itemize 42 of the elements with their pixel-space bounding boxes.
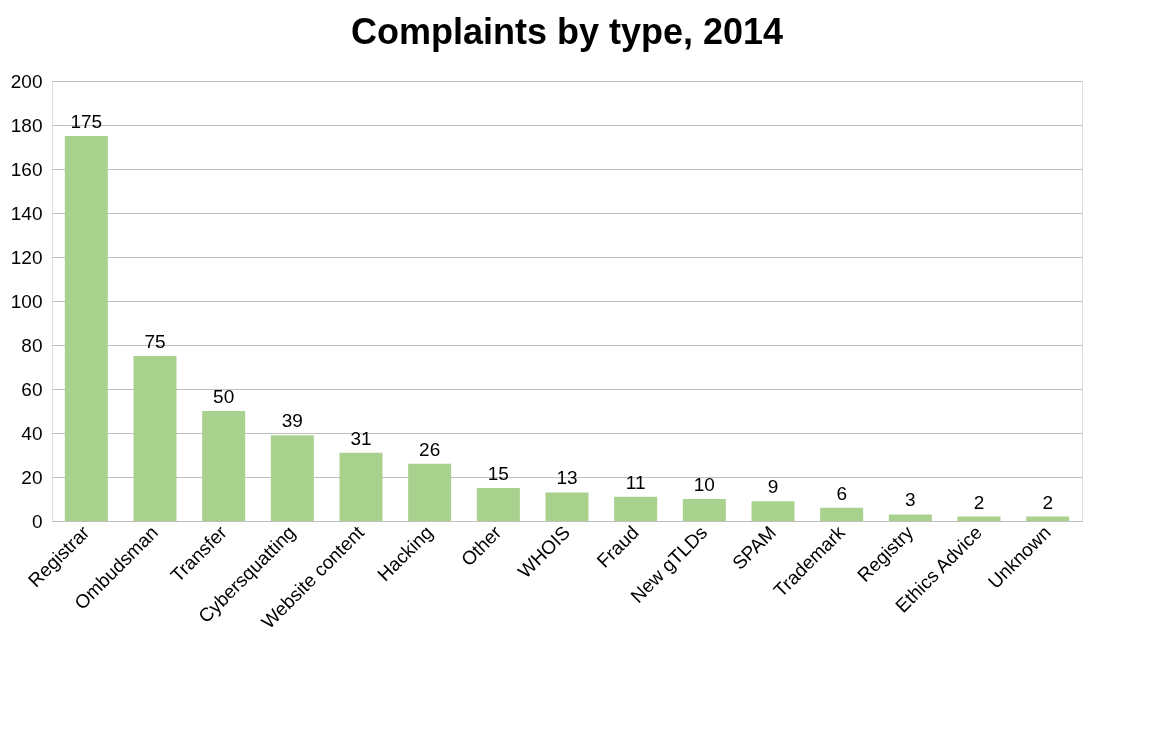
chart-title: Complaints by type, 2014 — [350, 11, 784, 52]
y-tick-label: 100 — [10, 290, 43, 312]
bar — [270, 435, 314, 521]
bar — [408, 463, 452, 521]
bar — [820, 507, 864, 521]
y-tick-label: 180 — [10, 114, 43, 136]
bar — [1026, 516, 1070, 521]
data-label: 31 — [350, 427, 372, 449]
data-label: 50 — [213, 386, 235, 407]
y-tick-label: 40 — [21, 422, 43, 444]
bar — [751, 501, 795, 521]
bar — [545, 492, 589, 521]
y-tick-label: 120 — [10, 246, 43, 268]
data-label: 11 — [625, 471, 646, 493]
bar — [476, 488, 520, 521]
y-tick-label: 200 — [10, 70, 43, 92]
y-tick-label: 20 — [21, 466, 43, 488]
y-tick-label: 140 — [10, 202, 43, 224]
data-label: 13 — [556, 467, 578, 489]
bar — [888, 514, 932, 521]
bar — [64, 136, 108, 521]
bar — [957, 516, 1001, 521]
y-tick-label: 160 — [10, 158, 43, 180]
bar — [133, 356, 177, 521]
bar — [682, 499, 726, 521]
y-tick-label: 0 — [31, 510, 43, 532]
data-label: 6 — [836, 482, 847, 504]
data-label: 15 — [487, 463, 509, 484]
data-label: 2 — [973, 491, 985, 513]
data-label: 75 — [144, 331, 166, 352]
data-label: 3 — [905, 489, 916, 511]
bar — [339, 452, 383, 521]
y-tick-label: 80 — [21, 334, 43, 356]
data-label: 10 — [693, 474, 715, 495]
data-label: 9 — [767, 476, 779, 498]
data-label: 2 — [1042, 491, 1053, 513]
y-tick-label: 60 — [21, 378, 43, 400]
bar — [614, 496, 658, 521]
data-label: 39 — [281, 410, 303, 432]
bar — [202, 411, 246, 521]
data-label: 175 — [70, 111, 103, 132]
data-label: 26 — [419, 438, 441, 460]
